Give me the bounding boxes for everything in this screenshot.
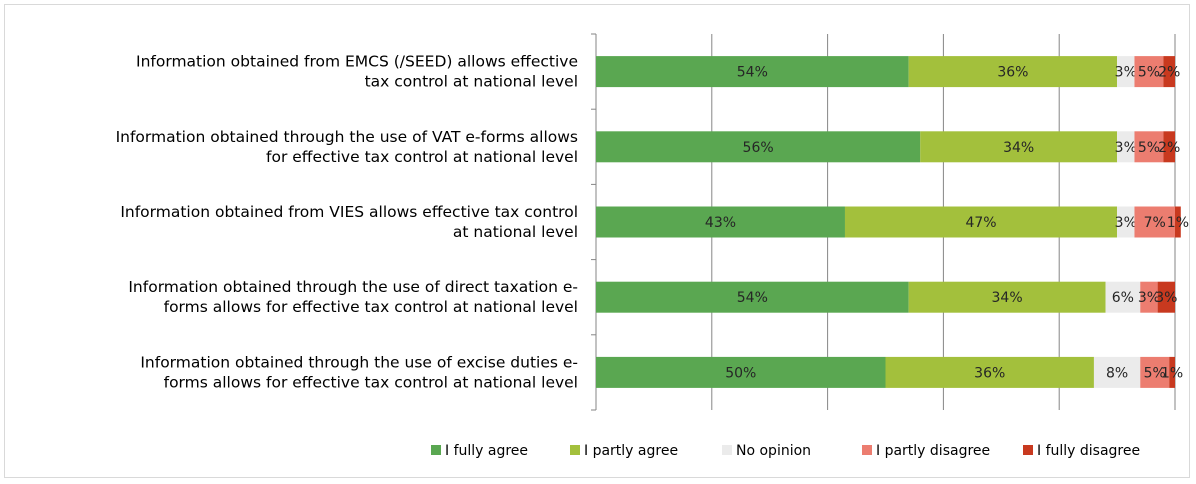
bar-segment [1117,131,1135,163]
data-label: 5% [1144,365,1166,381]
bar-segment [1169,356,1175,388]
bar-segment [596,356,886,388]
bar-segment [596,56,909,88]
legend-swatch [431,445,441,455]
bar-segment [1134,131,1164,163]
bar-segment [844,206,1118,238]
category-label: Information obtained through the use of … [128,278,578,296]
bar-segment [596,206,845,238]
data-label: 56% [743,140,774,156]
data-label: 5% [1138,65,1160,81]
legend-swatch [1023,445,1033,455]
category-label: Information obtained through the use of … [140,353,578,371]
data-label: 47% [965,215,996,231]
category-label: Information obtained through the use of … [116,128,578,146]
bar-segment [1117,206,1135,238]
bar-segment [1140,356,1170,388]
legend-label: I fully disagree [1037,443,1140,459]
legend-label: I partly agree [584,443,678,459]
legend-label: No opinion [736,443,811,459]
data-label: 2% [1158,140,1180,156]
data-label: 8% [1106,365,1128,381]
legend-label: I fully agree [445,443,528,459]
data-label: 54% [737,65,768,81]
bar-segment [1163,56,1175,88]
bar-segment [1105,281,1141,313]
data-label: 1% [1161,365,1183,381]
data-label: 3% [1138,290,1160,306]
data-label: 36% [974,365,1005,381]
data-label: 50% [725,365,756,381]
data-label: 1% [1167,215,1189,231]
bar-segment [596,281,909,313]
category-label: at national level [453,223,578,241]
category-label: for effective tax control at national le… [266,148,578,166]
bar-segment [1163,131,1175,163]
category-label: Information obtained from EMCS (/SEED) a… [136,53,578,71]
legend-swatch [570,445,580,455]
bar-segment [1175,206,1181,238]
chart-frame [4,4,1190,478]
data-label: 34% [1003,140,1034,156]
data-label: 3% [1115,65,1137,81]
category-label: Information obtained from VIES allows ef… [120,203,578,221]
legend-label: I partly disagree [876,443,990,459]
bar-segment [1093,356,1141,388]
data-label: 6% [1112,290,1134,306]
bar-segment [908,56,1118,88]
data-label: 3% [1155,290,1177,306]
legend-swatch [862,445,872,455]
bar-segment [1157,281,1175,313]
data-label: 3% [1115,215,1137,231]
data-label: 5% [1138,140,1160,156]
data-label: 7% [1144,215,1166,231]
data-label: 3% [1115,140,1137,156]
data-label: 2% [1158,65,1180,81]
data-label: 54% [737,290,768,306]
category-label: forms allows for effective tax control a… [164,373,578,391]
category-label: tax control at national level [365,73,578,91]
data-label: 43% [705,215,736,231]
category-label: forms allows for effective tax control a… [164,298,578,316]
bar-segment [1134,206,1175,238]
bar-segment [1140,281,1158,313]
data-label: 36% [997,65,1028,81]
bar-segment [596,131,921,163]
bar-segment [1134,56,1164,88]
legend-swatch [722,445,732,455]
data-label: 34% [992,290,1023,306]
bar-segment [1117,56,1135,88]
bar-segment [920,131,1118,163]
bar-segment [908,281,1106,313]
bar-segment [885,356,1094,388]
